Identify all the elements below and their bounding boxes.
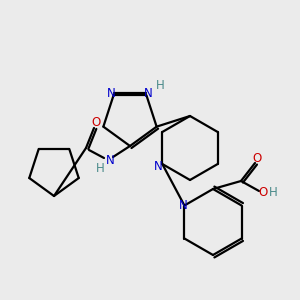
- Text: N: N: [144, 87, 153, 100]
- Text: O: O: [92, 116, 100, 128]
- Text: H: H: [156, 79, 165, 92]
- Text: H: H: [268, 187, 278, 200]
- Text: O: O: [252, 152, 262, 164]
- Text: N: N: [154, 160, 163, 172]
- Text: N: N: [107, 87, 116, 100]
- Text: N: N: [179, 199, 188, 212]
- Text: H: H: [96, 161, 104, 175]
- Text: O: O: [258, 187, 268, 200]
- Text: N: N: [106, 154, 114, 166]
